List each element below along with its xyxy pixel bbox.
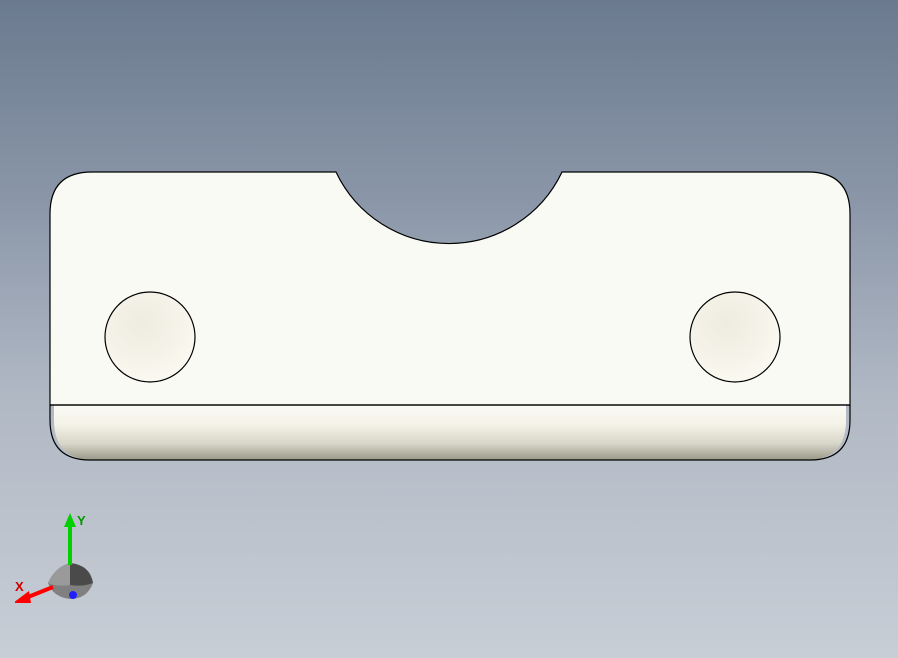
part-hole-right: [690, 292, 780, 382]
z-axis-dot: [69, 591, 77, 599]
orientation-triad[interactable]: Y X: [15, 513, 125, 613]
triad-origin-shade2: [48, 563, 70, 586]
part-hole-left: [105, 292, 195, 382]
y-axis-arrow: [64, 513, 76, 527]
cad-part[interactable]: [0, 0, 898, 658]
part-chamfer-face: [54, 405, 846, 460]
triad-origin-shade: [70, 563, 93, 586]
y-axis-label: Y: [77, 513, 86, 528]
cad-viewport[interactable]: Y X: [0, 0, 898, 658]
x-axis-label: X: [15, 579, 24, 594]
